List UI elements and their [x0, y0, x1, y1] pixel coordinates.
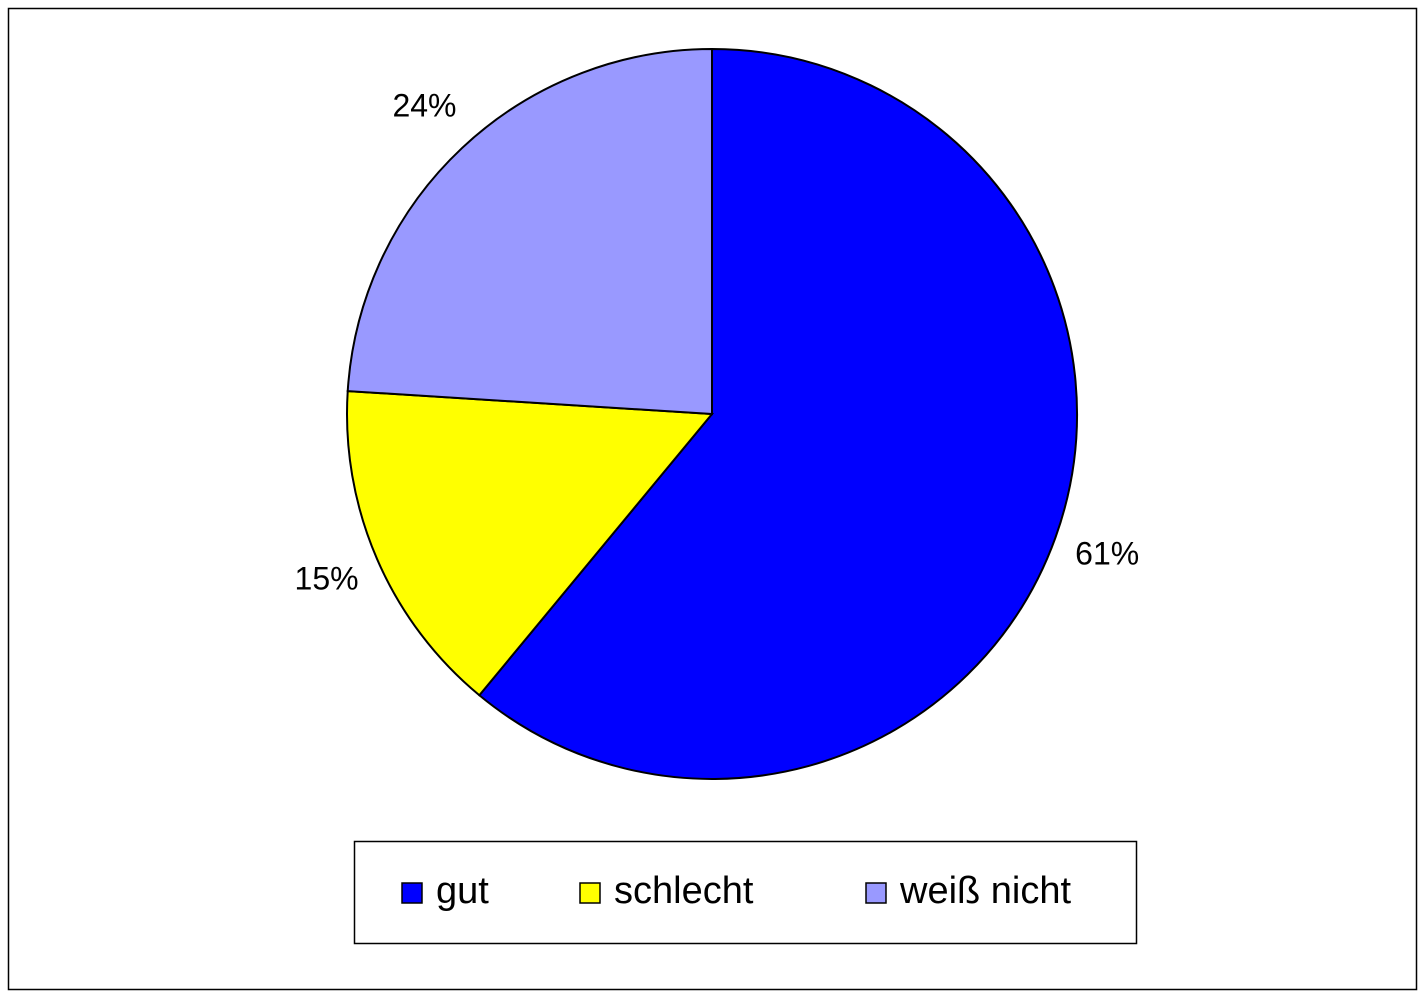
pie-slice	[477, 47, 1078, 780]
legend-swatch	[579, 882, 601, 904]
legend-box	[353, 840, 1138, 945]
data-label: 24%	[392, 87, 456, 123]
legend-label: weiß nicht	[899, 870, 1071, 912]
legend-swatch	[865, 882, 887, 904]
legend-label: schlecht	[614, 870, 754, 912]
pie-slice	[346, 390, 715, 697]
pie-slice	[346, 47, 713, 416]
legend-label: gut	[436, 870, 489, 912]
data-label: 61%	[1075, 536, 1139, 572]
data-label: 15%	[295, 560, 359, 596]
legend-swatch	[401, 882, 423, 904]
